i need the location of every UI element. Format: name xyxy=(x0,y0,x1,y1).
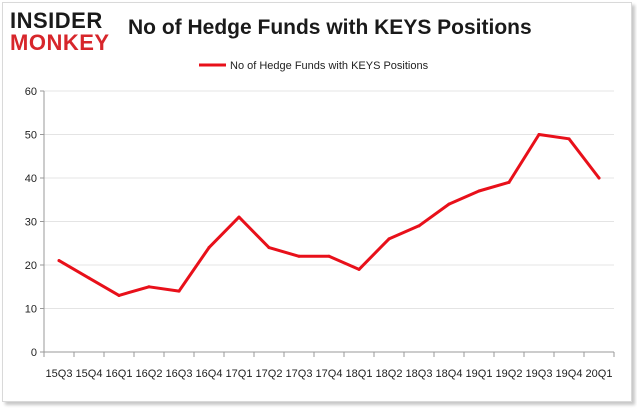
x-tick-label: 15Q4 xyxy=(76,368,103,380)
data-point xyxy=(507,180,511,184)
data-point xyxy=(267,246,271,250)
data-point xyxy=(387,237,391,241)
x-tick-label: 18Q2 xyxy=(376,368,403,380)
data-point xyxy=(177,289,181,293)
x-tick-label: 16Q2 xyxy=(136,368,163,380)
y-tick-label: 10 xyxy=(25,304,37,316)
y-tick-label: 50 xyxy=(25,130,37,142)
y-tick-label: 30 xyxy=(25,217,37,229)
legend-label: No of Hedge Funds with KEYS Positions xyxy=(230,60,429,72)
x-tick-label: 19Q4 xyxy=(556,368,583,380)
x-tick-label: 19Q2 xyxy=(496,368,523,380)
data-point xyxy=(357,267,361,271)
series-line xyxy=(57,133,601,297)
insider-monkey-logo: INSIDER MONKEY xyxy=(10,8,120,58)
x-tick-label: 18Q3 xyxy=(406,368,433,380)
x-tick-label: 15Q3 xyxy=(46,368,73,380)
x-tick-label: 17Q3 xyxy=(286,368,313,380)
data-point xyxy=(567,137,571,141)
data-point xyxy=(477,189,481,193)
y-tick-label: 0 xyxy=(31,347,37,359)
x-tick-label: 17Q1 xyxy=(226,368,253,380)
data-point xyxy=(597,176,601,180)
logo-text-bottom: MONKEY xyxy=(10,30,110,55)
data-point xyxy=(87,276,91,280)
x-tick-label: 16Q4 xyxy=(196,368,223,380)
data-point xyxy=(447,202,451,206)
chart-title: No of Hedge Funds with KEYS Positions xyxy=(128,16,532,39)
y-tick-label: 60 xyxy=(25,86,37,98)
x-tick-label: 18Q4 xyxy=(436,368,463,380)
data-point xyxy=(327,254,331,258)
data-point xyxy=(147,285,151,289)
y-tick-label: 20 xyxy=(25,260,37,272)
logo-text-top: INSIDER xyxy=(10,8,103,33)
x-tick-label: 18Q1 xyxy=(346,368,373,380)
chart-frame xyxy=(2,2,632,402)
x-tick-label: 17Q4 xyxy=(316,368,343,380)
data-point xyxy=(207,246,211,250)
data-point xyxy=(537,133,541,136)
x-tick-label: 16Q1 xyxy=(106,368,133,380)
data-point xyxy=(57,259,61,263)
data-point xyxy=(117,293,121,297)
legend: No of Hedge Funds with KEYS Positions xyxy=(199,60,429,72)
x-tick-label: 20Q1 xyxy=(586,368,613,380)
data-point xyxy=(237,215,241,219)
y-tick-label: 40 xyxy=(25,173,37,185)
data-point xyxy=(297,254,301,258)
x-tick-label: 19Q1 xyxy=(466,368,493,380)
x-tick-label: 16Q3 xyxy=(166,368,193,380)
x-tick-label: 17Q2 xyxy=(256,368,283,380)
x-tick-label: 19Q3 xyxy=(526,368,553,380)
data-point xyxy=(417,224,421,228)
